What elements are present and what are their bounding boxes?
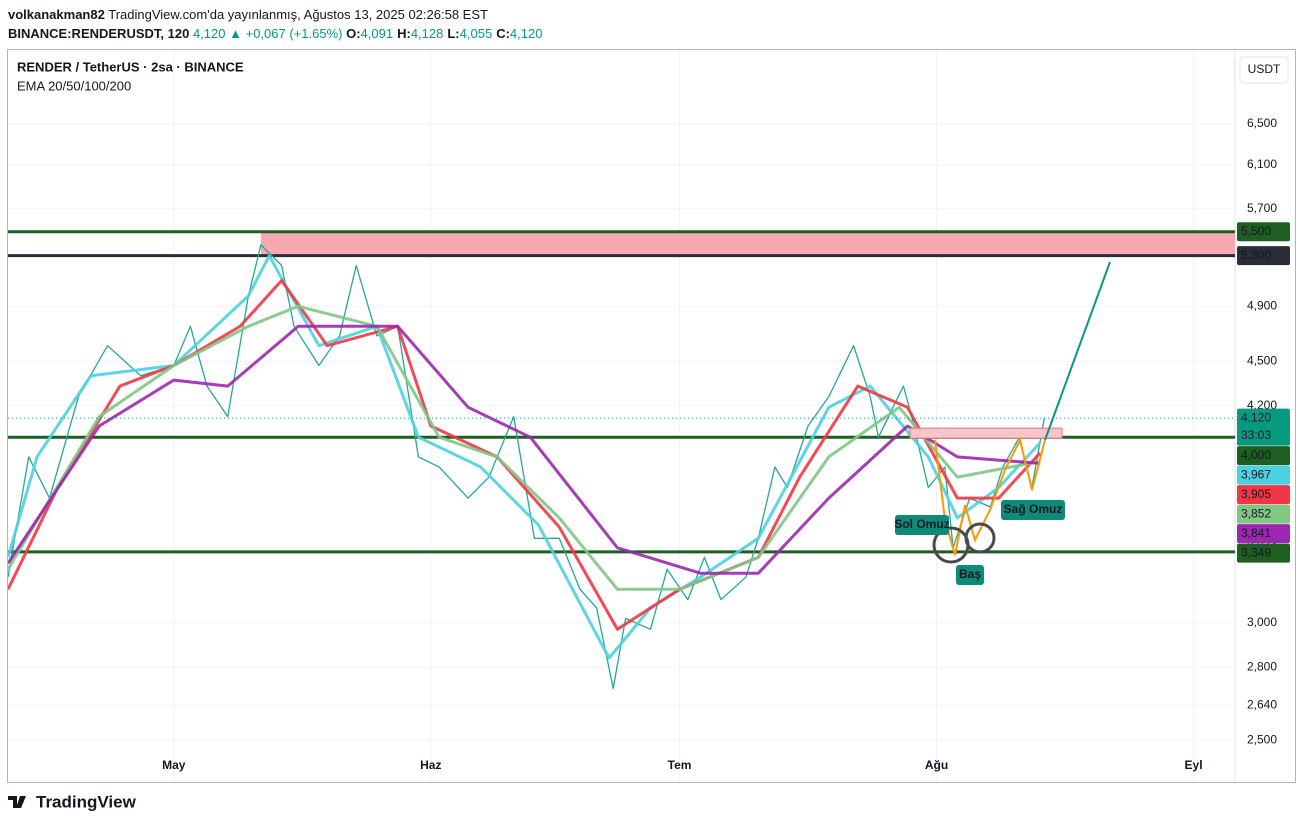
y-tick-label: 4,500	[1247, 353, 1277, 367]
annotation: Baş	[959, 567, 981, 581]
y-tick-label: 3,000	[1247, 615, 1277, 629]
ema-line	[8, 304, 1041, 591]
ohlc-label: L:	[447, 26, 460, 41]
currency-button[interactable]	[1239, 56, 1289, 84]
y-tick-label: 6,100	[1247, 157, 1277, 171]
ohlc-label: H:	[397, 26, 411, 41]
x-tick-label: May	[162, 758, 186, 772]
ema-line	[8, 254, 1042, 660]
x-tick-label: Tem	[668, 758, 692, 772]
countdown: 33:03	[1241, 428, 1271, 442]
y-tick-label: 6,500	[1247, 116, 1277, 130]
price-label-box	[1237, 504, 1290, 524]
price-label: 3,905	[1241, 487, 1271, 501]
marker-circle	[964, 522, 996, 554]
supply-zone	[260, 231, 1235, 256]
published: TradingView.com'da yayınlanmış, Ağustos …	[108, 7, 488, 22]
tv-logo: TradingView	[8, 792, 137, 811]
annotation: Sol Omuz	[894, 517, 949, 531]
annotation-box	[956, 565, 984, 585]
last: 4,120	[192, 26, 226, 41]
price-label-box	[1237, 465, 1290, 485]
annotation-box	[1001, 500, 1065, 520]
price-label: 4,000	[1241, 448, 1271, 462]
x-tick-label: Haz	[420, 758, 441, 772]
publisher: volkanakman82	[8, 7, 105, 22]
y-tick-label: 2,640	[1247, 697, 1277, 711]
annotation: Sağ Omuz	[1004, 502, 1063, 516]
price-label-box	[1237, 246, 1290, 266]
ohlc-value: 4,055	[459, 26, 493, 41]
price-label: 5,300	[1241, 248, 1271, 262]
price-label-box	[1237, 543, 1290, 563]
ohlc-value: 4,091	[360, 26, 394, 41]
ohlc-label: C:	[496, 26, 510, 41]
y-tick-label: 2,800	[1247, 659, 1277, 673]
ohlc-value: 4,120	[509, 26, 543, 41]
price-label: 3,349	[1241, 545, 1271, 559]
change: +0,067 (+1.65%)	[245, 26, 343, 41]
chart-title: RENDER / TetherUS · 2sa · BINANCE	[17, 59, 244, 74]
price-label-box	[1237, 446, 1290, 466]
ohlc-value: 4,128	[410, 26, 444, 41]
price-label: 3,852	[1241, 506, 1271, 520]
logo-text: TradingView	[36, 792, 137, 811]
chart-subtitle: EMA 20/50/100/200	[17, 78, 131, 93]
projection	[1044, 261, 1111, 441]
y-tick-label: 2,500	[1247, 733, 1277, 747]
x-tick-label: Eyl	[1185, 758, 1203, 772]
y-tick-label: 4,900	[1247, 298, 1277, 312]
price-label: 5,500	[1241, 224, 1271, 238]
target-box	[909, 427, 1063, 439]
y-tick-label: 4,200	[1247, 398, 1277, 412]
y-tick-label: 5,700	[1247, 201, 1277, 215]
price-line	[8, 244, 1045, 690]
currency[interactable]: USDT	[1248, 62, 1281, 76]
price-label: 4,120	[1241, 410, 1271, 424]
ema-line	[8, 279, 1042, 631]
chart-frame	[7, 49, 1296, 783]
symbol: BINANCE:RENDERUSDT, 120	[8, 26, 190, 41]
price-label: 3,967	[1241, 467, 1271, 481]
price-label-box	[1237, 485, 1290, 505]
x-tick-label: Ağu	[925, 758, 948, 772]
arrow: ▲	[229, 26, 242, 41]
price-label-box	[1237, 524, 1290, 544]
price-label-box	[1237, 222, 1290, 242]
ohlc-label: O:	[346, 26, 361, 41]
price-label-box	[1237, 408, 1290, 446]
annotation-box	[895, 515, 949, 535]
ema-line	[8, 324, 1041, 575]
header: volkanakman82 TradingView.com'da yayınla…	[8, 5, 546, 43]
price-label: 3,841	[1241, 526, 1271, 540]
